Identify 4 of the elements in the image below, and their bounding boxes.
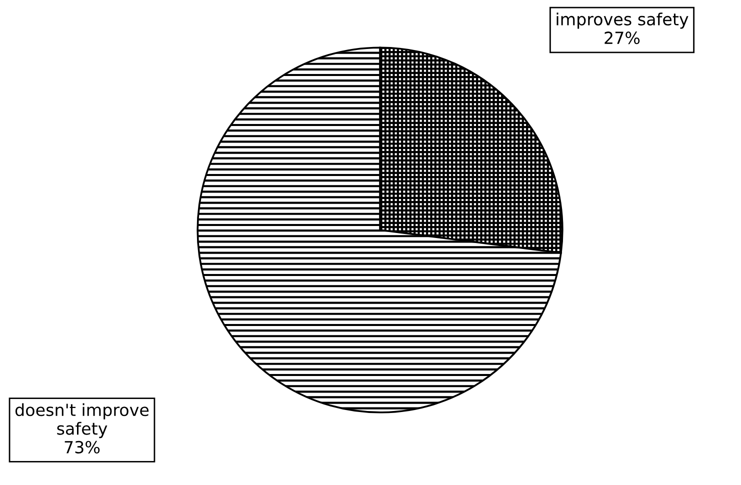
slice-label: doesn't improve safety — [15, 403, 149, 438]
data-label: 27% — [604, 32, 640, 44]
slice-label: improves safety — [556, 12, 688, 29]
data-label: 73% — [64, 440, 100, 454]
